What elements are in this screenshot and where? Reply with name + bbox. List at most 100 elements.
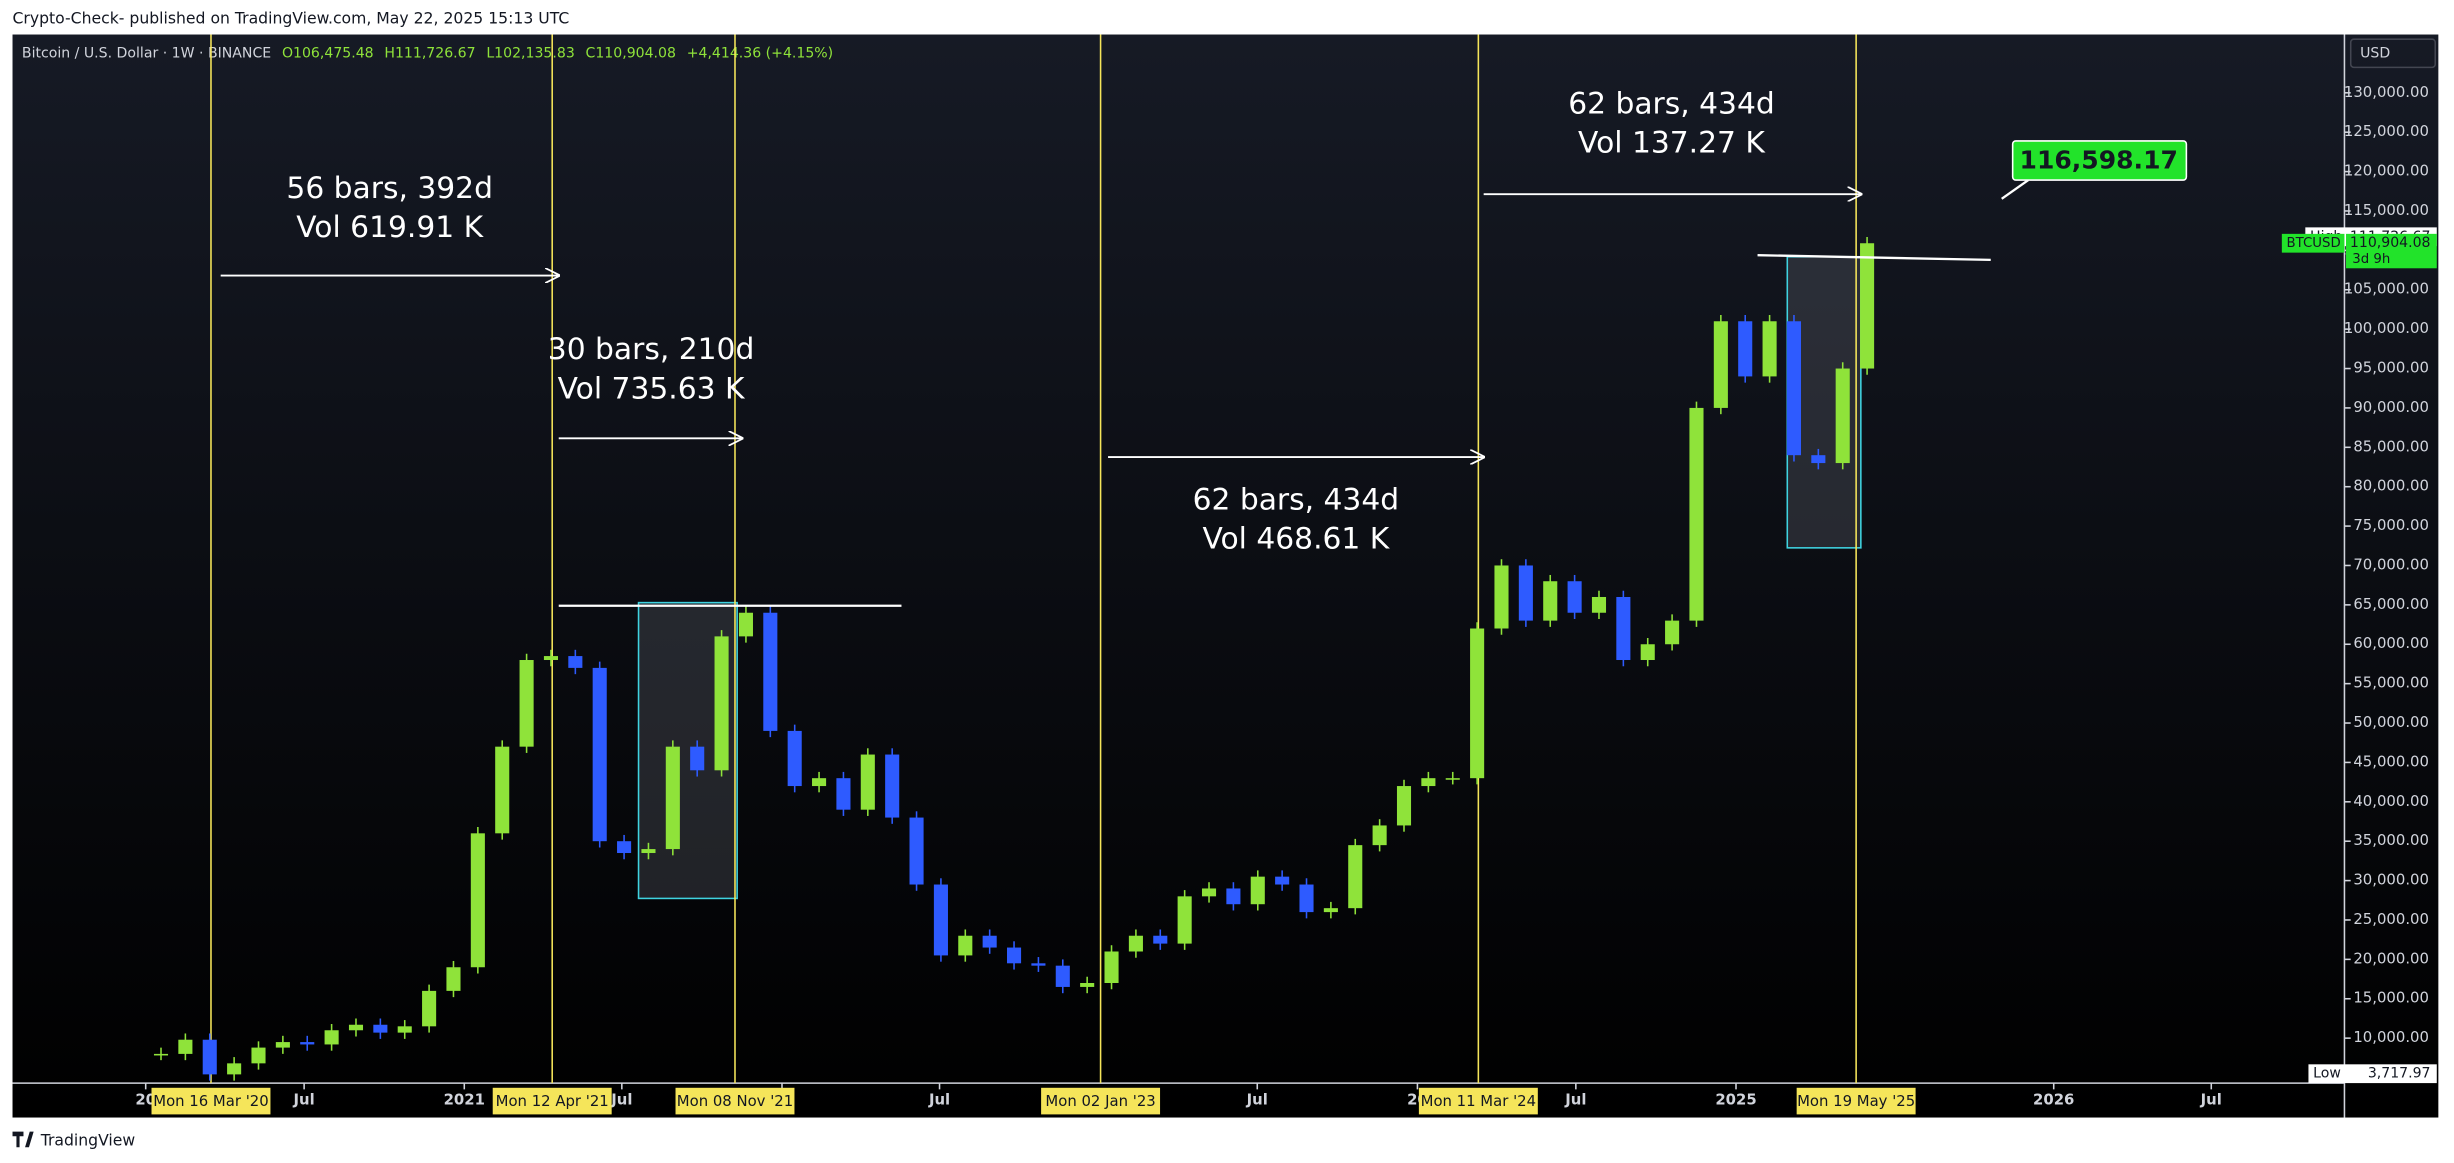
candle [1299,884,1314,913]
candle [348,1024,364,1031]
y-tick-label: 95,000.00 [2353,359,2429,377]
candle [1421,778,1436,787]
footer: TradingView [12,1131,136,1150]
y-tick-label: 60,000.00 [2353,634,2429,652]
x-tick-label: 2021 [444,1090,485,1108]
last-value: 110,904.08 [2350,235,2431,251]
candle [1713,321,1728,408]
y-tick-label: 125,000.00 [2344,122,2429,140]
candle [1348,845,1363,909]
candle [1031,963,1046,966]
candle [1080,982,1095,987]
ohlc-low: L102,135.83 [486,45,574,61]
candle [690,746,705,771]
x-tick-label: Jul [610,1090,632,1108]
candle [495,746,510,834]
target-pointer [2001,179,2029,200]
candle [738,612,753,637]
measure-bars: 62 bars, 434d [1568,86,1775,121]
candle [1128,935,1143,952]
y-tick-label: 55,000.00 [2353,674,2429,692]
x-tick-label: 2025 [1715,1090,1756,1108]
legend: Bitcoin / U.S. Dollar · 1W · BINANCE O10… [22,45,833,61]
candle [1153,935,1168,944]
y-tick-label: 10,000.00 [2353,1028,2429,1046]
measure-vol: Vol 619.91 K [296,210,484,245]
low-value: 3,717.97 [2368,1066,2431,1082]
candle [836,778,851,810]
candle [1104,951,1119,983]
candle [202,1039,217,1075]
marker-label-bg [675,1087,795,1115]
y-tick-label: 35,000.00 [2353,831,2429,849]
logo [12,1131,34,1148]
x-tick-label: Jul [293,1090,315,1108]
header: Crypto-Check- published on TradingView.c… [13,8,570,27]
marker-label: Mon 02 Jan '23 [1045,1092,1155,1110]
brand: TradingView [40,1131,136,1150]
marker-label: Mon 12 Apr '21 [496,1092,609,1110]
candle [1616,596,1631,661]
y-tick-label: 15,000.00 [2353,989,2429,1007]
y-tick-label: 25,000.00 [2353,910,2429,928]
x-tick-label: 2026 [2033,1090,2074,1108]
y-tick-label: 105,000.00 [2344,280,2429,298]
y-tick-label: 80,000.00 [2353,477,2429,495]
measure-bars: 62 bars, 434d [1193,482,1400,517]
y-tick-label: 90,000.00 [2353,398,2429,416]
last-value-bg [2346,233,2437,269]
marker-label-bg [1418,1087,1538,1115]
marker-label: Mon 19 May '25 [1797,1092,1915,1110]
y-tick-label: 30,000.00 [2353,871,2429,889]
candle [617,841,632,854]
last-tag: BTCUSD [2287,236,2341,251]
candle [982,935,997,948]
y-tick-label: 20,000.00 [2353,949,2429,967]
candle [397,1026,412,1033]
marker-label-bg [1041,1087,1161,1115]
candle [1567,581,1582,613]
candle [1250,876,1265,905]
candle [1177,896,1192,944]
marker-label-bg [1796,1087,1916,1115]
candle [909,817,924,885]
candle [1689,407,1704,621]
candle [1007,947,1022,964]
candle [422,990,437,1027]
candle [1543,581,1558,621]
candle [1591,596,1607,613]
marker-label: Mon 16 Mar '20 [153,1092,268,1110]
candle [763,612,778,731]
marker-label-bg [492,1087,612,1115]
ohlc-high: H111,726.67 [384,45,475,61]
measure-vol: Vol 468.61 K [1202,522,1390,557]
candle [568,656,583,668]
candle [519,660,534,747]
candle [1811,455,1826,464]
y-tick-label: 65,000.00 [2353,595,2429,613]
candle [665,746,680,850]
candle [1201,888,1217,897]
candle [1786,321,1802,456]
y-tick-label: 115,000.00 [2344,201,2429,219]
y-tick-label: 85,000.00 [2353,437,2429,455]
x-tick-label: Jul [2200,1090,2222,1108]
candle [860,754,875,810]
candle [227,1063,242,1075]
marker-label: Mon 08 Nov '21 [677,1092,793,1110]
candle [714,636,729,771]
candle [787,730,802,787]
candle [885,754,900,818]
candle [1396,786,1412,826]
y-tick-label: 130,000.00 [2344,83,2429,101]
y-tick-label: 70,000.00 [2353,555,2429,573]
marker-label: Mon 11 Mar '24 [1421,1092,1536,1110]
candle [1445,778,1460,780]
candle [300,1042,315,1045]
candle [1323,908,1338,913]
y-tick-label: 45,000.00 [2353,752,2429,770]
candle [1835,368,1850,464]
candle [933,884,948,956]
